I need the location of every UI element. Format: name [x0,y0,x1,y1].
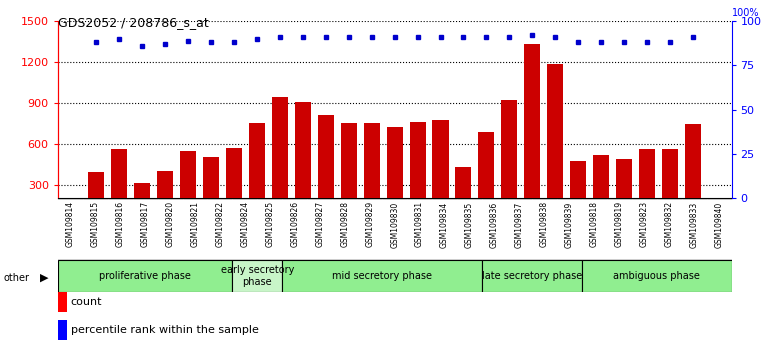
Text: GSM109822: GSM109822 [216,201,224,247]
Text: GSM109834: GSM109834 [440,201,449,247]
Text: GSM109837: GSM109837 [515,201,524,247]
Text: 100%: 100% [732,8,759,18]
Bar [272,97,288,225]
Text: GSM109827: GSM109827 [315,201,324,247]
Text: GDS2052 / 208786_s_at: GDS2052 / 208786_s_at [58,16,209,29]
Bar [570,161,586,225]
Bar [226,148,242,225]
Text: GSM109814: GSM109814 [65,201,75,247]
Text: GSM109829: GSM109829 [365,201,374,247]
Bar [318,115,334,225]
Bar [58,260,233,292]
Bar [249,123,265,225]
Text: GSM109840: GSM109840 [715,201,724,247]
Text: GSM109831: GSM109831 [415,201,424,247]
Text: late secretory phase: late secretory phase [482,271,582,281]
Text: percentile rank within the sample: percentile rank within the sample [71,325,259,335]
Text: other: other [4,273,30,283]
Bar [433,120,449,225]
Bar [482,260,582,292]
Bar [295,102,311,225]
Bar [283,260,482,292]
Text: GSM109836: GSM109836 [490,201,499,247]
Text: GSM109816: GSM109816 [116,201,125,247]
Bar [685,124,701,225]
Text: GSM109828: GSM109828 [340,201,350,247]
Bar [89,172,105,225]
Text: GSM109838: GSM109838 [540,201,549,247]
Bar [203,158,219,225]
Text: GSM109818: GSM109818 [590,201,599,247]
Bar [134,183,150,225]
Bar [662,149,678,225]
Text: early secretory
phase: early secretory phase [221,265,294,287]
Text: GSM109823: GSM109823 [640,201,648,247]
Text: GSM109815: GSM109815 [91,201,99,247]
Bar [582,260,732,292]
Bar [157,171,173,225]
Text: count: count [71,297,102,307]
Bar [112,149,127,225]
Bar [547,64,563,225]
Bar [524,44,541,225]
Bar [478,132,494,225]
Bar [639,149,655,225]
Bar [340,123,357,225]
Bar [616,159,632,225]
Bar [501,100,517,225]
Text: GSM109839: GSM109839 [565,201,574,247]
Text: proliferative phase: proliferative phase [99,271,191,281]
Bar [180,151,196,225]
Bar [410,122,426,225]
Text: GSM109820: GSM109820 [166,201,175,247]
Text: GSM109824: GSM109824 [240,201,249,247]
Text: GSM109830: GSM109830 [390,201,399,247]
Text: GSM109835: GSM109835 [465,201,474,247]
Bar [233,260,283,292]
Text: mid secretory phase: mid secretory phase [332,271,432,281]
Text: GSM109833: GSM109833 [690,201,698,247]
Bar [363,123,380,225]
Text: GSM109821: GSM109821 [190,201,199,247]
Text: GSM109826: GSM109826 [290,201,300,247]
Text: GSM109817: GSM109817 [141,201,149,247]
Bar [593,155,609,225]
Text: ambiguous phase: ambiguous phase [613,271,700,281]
Bar [387,127,403,225]
Bar [455,167,471,225]
Text: ▶: ▶ [40,273,49,283]
Text: GSM109819: GSM109819 [614,201,624,247]
Text: GSM109825: GSM109825 [266,201,274,247]
Text: GSM109832: GSM109832 [665,201,674,247]
